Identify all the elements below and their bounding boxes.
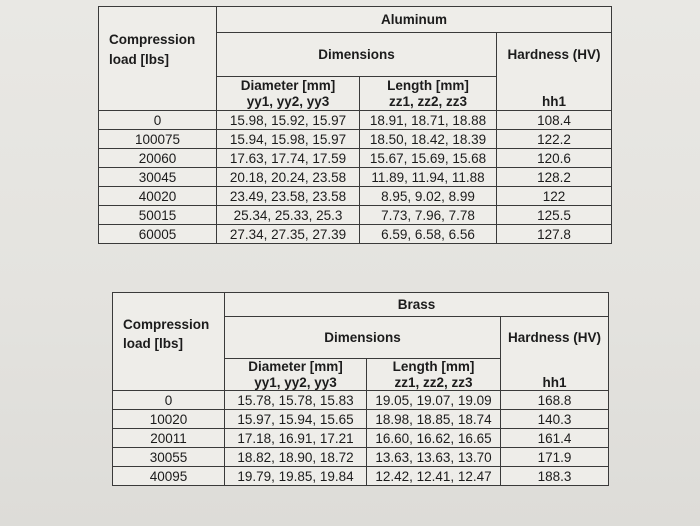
table-row: 30055 18.82, 18.90, 18.72 13.63, 13.63, 13… bbox=[112, 447, 610, 467]
brass-hardness-spacer bbox=[499, 358, 610, 375]
length-cell: 6.59, 6.58, 6.56 bbox=[359, 224, 497, 244]
load-cell: 20060 bbox=[98, 148, 217, 168]
aluminum-diameter-subheader: yy1, yy2, yy3 bbox=[216, 93, 360, 111]
hardness-cell: 171.9 bbox=[499, 447, 610, 467]
load-cell: 20011 bbox=[112, 428, 225, 448]
aluminum-diameter-header: Diameter [mm] bbox=[216, 76, 360, 94]
hardness-cell: 168.8 bbox=[499, 390, 610, 410]
length-cell: 13.63, 13.63, 13.70 bbox=[366, 447, 501, 467]
diameter-cell: 15.97, 15.94, 15.65 bbox=[224, 409, 367, 429]
table-row: 40095 19.79, 19.85, 19.84 12.42, 12.41, 12… bbox=[112, 466, 610, 486]
aluminum-table: Compression load [lbs] Aluminum Dimensio… bbox=[98, 6, 612, 244]
diameter-cell: 15.94, 15.98, 15.97 bbox=[216, 129, 360, 149]
hardness-cell: 108.4 bbox=[496, 110, 612, 130]
diameter-cell: 25.34, 25.33, 25.3 bbox=[216, 205, 360, 225]
aluminum-hardness-header: Hardness (HV) bbox=[496, 32, 612, 77]
length-cell: 16.60, 16.62, 16.65 bbox=[366, 428, 501, 448]
length-cell: 18.50, 18.42, 18.39 bbox=[359, 129, 497, 149]
load-cell: 30055 bbox=[112, 447, 225, 467]
length-cell: 11.89, 11.94, 11.88 bbox=[359, 167, 497, 187]
brass-diameter-header: Diameter [mm] bbox=[224, 358, 367, 375]
load-cell: 10020 bbox=[112, 409, 225, 429]
table-row: 30045 20.18, 20.24, 23.58 11.89, 11.94, 11… bbox=[98, 167, 612, 187]
aluminum-load-header-text: Compression load [lbs] bbox=[109, 32, 196, 68]
brass-load-header-text: Compression load [lbs] bbox=[123, 316, 210, 351]
table-row: 10020 15.97, 15.94, 15.65 18.98, 18.85, 18… bbox=[112, 409, 610, 429]
brass-hardness-subheader: hh1 bbox=[499, 374, 610, 391]
aluminum-length-subheader: zz1, zz2, zz3 bbox=[359, 93, 497, 111]
table-row: 40020 23.49, 23.58, 23.58 8.95, 9.02, 8.99… bbox=[98, 186, 612, 206]
hardness-cell: 128.2 bbox=[496, 167, 612, 187]
length-cell: 12.42, 12.41, 12.47 bbox=[366, 466, 501, 486]
brass-table-body: 0 15.78, 15.78, 15.83 19.05, 19.07, 19.09 1… bbox=[112, 390, 610, 486]
length-cell: 19.05, 19.07, 19.09 bbox=[366, 390, 501, 410]
diameter-cell: 20.18, 20.24, 23.58 bbox=[216, 167, 360, 187]
diameter-cell: 19.79, 19.85, 19.84 bbox=[224, 466, 367, 486]
table-row: 60005 27.34, 27.35, 27.39 6.59, 6.58, 6.56… bbox=[98, 224, 612, 244]
brass-hardness-header-text: Hardness (HV) bbox=[508, 330, 602, 346]
diameter-cell: 17.18, 16.91, 17.21 bbox=[224, 428, 367, 448]
aluminum-hardness-subheader: hh1 bbox=[496, 93, 612, 111]
length-cell: 18.98, 18.85, 18.74 bbox=[366, 409, 501, 429]
aluminum-table-body: 0 15.98, 15.92, 15.97 18.91, 18.71, 18.88 1… bbox=[98, 110, 612, 244]
table-row: 20060 17.63, 17.74, 17.59 15.67, 15.69, 15… bbox=[98, 148, 612, 168]
hardness-cell: 188.3 bbox=[499, 466, 610, 486]
load-cell: 40020 bbox=[98, 186, 217, 206]
hardness-cell: 161.4 bbox=[499, 428, 610, 448]
brass-material-header: Brass bbox=[223, 292, 610, 317]
brass-load-subheader bbox=[112, 374, 225, 391]
diameter-cell: 27.34, 27.35, 27.39 bbox=[216, 224, 360, 244]
diameter-cell: 15.78, 15.78, 15.83 bbox=[224, 390, 367, 410]
brass-length-subheader: zz1, zz2, zz3 bbox=[366, 374, 501, 391]
brass-load-header: Compression load [lbs] bbox=[112, 292, 225, 375]
aluminum-load-subheader bbox=[98, 93, 217, 111]
brass-length-header: Length [mm] bbox=[366, 358, 501, 375]
aluminum-load-header: Compression load [lbs] bbox=[98, 6, 217, 94]
diameter-cell: 23.49, 23.58, 23.58 bbox=[216, 186, 360, 206]
load-cell: 0 bbox=[98, 110, 217, 130]
diameter-cell: 15.98, 15.92, 15.97 bbox=[216, 110, 360, 130]
load-cell: 30045 bbox=[98, 167, 217, 187]
table-row: 50015 25.34, 25.33, 25.3 7.73, 7.96, 7.78 1… bbox=[98, 205, 612, 225]
aluminum-length-header: Length [mm] bbox=[359, 76, 497, 94]
table-row: 0 15.78, 15.78, 15.83 19.05, 19.07, 19.09 1… bbox=[112, 390, 610, 410]
load-cell: 50015 bbox=[98, 205, 217, 225]
aluminum-material-header: Aluminum bbox=[216, 6, 612, 33]
table-row: 20011 17.18, 16.91, 17.21 16.60, 16.62, 16… bbox=[112, 428, 610, 448]
length-cell: 15.67, 15.69, 15.68 bbox=[359, 148, 497, 168]
hardness-cell: 122 bbox=[496, 186, 612, 206]
brass-table: Compression load [lbs] Brass Dimensions … bbox=[112, 292, 610, 486]
load-cell: 60005 bbox=[98, 224, 217, 244]
diameter-cell: 17.63, 17.74, 17.59 bbox=[216, 148, 360, 168]
hardness-cell: 127.8 bbox=[496, 224, 612, 244]
aluminum-dimensions-header: Dimensions bbox=[216, 32, 497, 77]
length-cell: 7.73, 7.96, 7.78 bbox=[359, 205, 497, 225]
length-cell: 18.91, 18.71, 18.88 bbox=[359, 110, 497, 130]
hardness-cell: 120.6 bbox=[496, 148, 612, 168]
table-row: 100075 15.94, 15.98, 15.97 18.50, 18.42, 1… bbox=[98, 129, 612, 149]
brass-diameter-subheader: yy1, yy2, yy3 bbox=[224, 374, 367, 391]
length-cell: 8.95, 9.02, 8.99 bbox=[359, 186, 497, 206]
diameter-cell: 18.82, 18.90, 18.72 bbox=[224, 447, 367, 467]
load-cell: 100075 bbox=[98, 129, 217, 149]
hardness-cell: 125.5 bbox=[496, 205, 612, 225]
brass-hardness-header: Hardness (HV) bbox=[499, 316, 610, 359]
load-cell: 0 bbox=[112, 390, 225, 410]
aluminum-hardness-spacer bbox=[496, 76, 612, 94]
load-cell: 40095 bbox=[112, 466, 225, 486]
table-row: 0 15.98, 15.92, 15.97 18.91, 18.71, 18.88 1… bbox=[98, 110, 612, 130]
aluminum-hardness-header-text: Hardness (HV) bbox=[507, 46, 601, 62]
hardness-cell: 122.2 bbox=[496, 129, 612, 149]
hardness-cell: 140.3 bbox=[499, 409, 610, 429]
brass-dimensions-header: Dimensions bbox=[224, 316, 501, 359]
